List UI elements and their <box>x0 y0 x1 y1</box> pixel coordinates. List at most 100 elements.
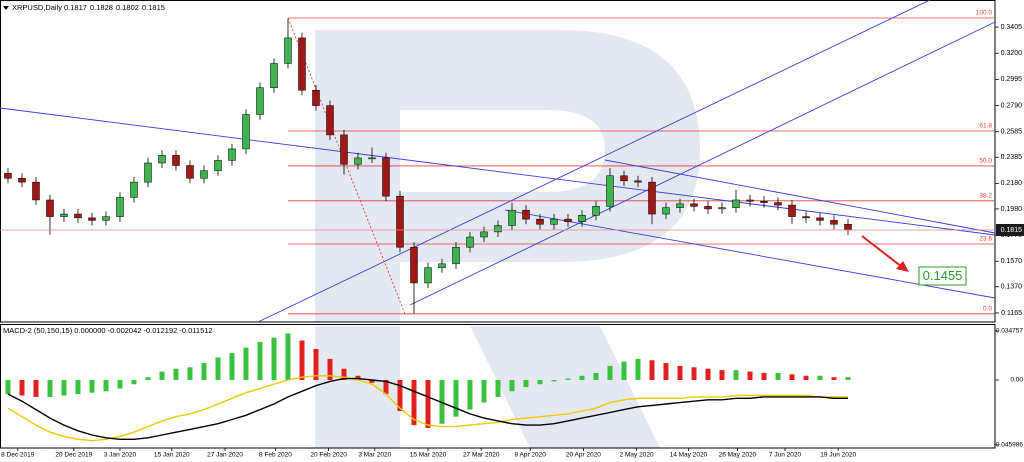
arrow-head <box>896 261 909 272</box>
candle-body <box>424 267 432 284</box>
candle-body <box>844 223 852 231</box>
macd-bar <box>733 370 739 381</box>
candle-body <box>172 155 180 166</box>
macd-bar <box>257 341 263 381</box>
candle-body <box>88 217 96 221</box>
fib-diagonal <box>287 17 406 315</box>
fib-label: 38.2 <box>979 193 992 200</box>
target-box <box>918 266 967 286</box>
candle-body <box>200 170 208 179</box>
candle-body <box>718 207 726 210</box>
macd-bar <box>467 380 473 410</box>
x-tick-label: 27 Mar 2020 <box>463 452 500 459</box>
macd-bar <box>285 333 291 381</box>
macd-bar <box>761 372 767 381</box>
candle-body <box>606 175 614 207</box>
candle-body <box>74 213 82 219</box>
x-tick-label: 7 Jun 2020 <box>769 452 802 459</box>
macd-bar <box>327 358 333 381</box>
x-tick-label: 19 Jun 2020 <box>820 452 856 459</box>
forecast-arrow <box>861 235 903 268</box>
candle-body <box>438 263 446 268</box>
candle-body <box>550 218 558 225</box>
candle-body <box>564 218 572 222</box>
candle-body <box>508 209 516 226</box>
macd-line <box>7 375 848 442</box>
macd-bar <box>551 380 557 382</box>
macd-bar <box>173 368 179 381</box>
menu-triangle <box>3 6 9 10</box>
header-value: 0.1817 <box>64 3 87 12</box>
macd-bar <box>425 380 431 428</box>
y-tick-label: 0.2790 <box>1001 102 1023 109</box>
price-panel-frame <box>0 0 996 323</box>
fib-label: 0.0 <box>983 306 992 313</box>
candle-body <box>746 199 754 202</box>
candle-body <box>228 148 236 161</box>
y-tick-label: 0.1980 <box>1001 206 1023 213</box>
macd-bar <box>523 380 529 388</box>
candle-body <box>144 162 152 183</box>
x-tick-label: 26 May 2020 <box>719 452 757 459</box>
candle-body <box>186 165 194 179</box>
macd-bar <box>243 347 249 381</box>
macd-bar <box>579 375 585 381</box>
candle-body <box>410 246 418 284</box>
candle-body <box>284 37 292 64</box>
macd-bar <box>201 363 207 381</box>
candle-body <box>18 178 26 183</box>
macd-bar <box>355 375 361 381</box>
x-tick-label: 8 Feb 2020 <box>259 452 292 459</box>
header-value: 0.1802 <box>116 3 139 12</box>
candle-body <box>676 203 684 208</box>
candle-body <box>354 157 362 165</box>
macd-bar <box>145 377 151 381</box>
fib-label: 100.0 <box>976 10 993 17</box>
candle-body <box>116 197 124 217</box>
candle-body <box>46 199 54 217</box>
y-tick-label: 0.1570 <box>1001 258 1023 265</box>
macd-bar <box>187 367 193 381</box>
macd-panel-frame <box>0 324 996 449</box>
y-tick-label: 0.3405 <box>1001 24 1023 31</box>
candle-body <box>4 172 12 179</box>
y-tick-label: 0.1370 <box>1001 284 1023 291</box>
candle-body <box>480 231 488 238</box>
candle-body <box>130 181 138 198</box>
y-tick-label: 0.2585 <box>1001 129 1023 136</box>
x-tick-label: 2 May 2020 <box>620 452 654 459</box>
x-tick-label: 20 Feb 2020 <box>310 452 347 459</box>
candle-body <box>704 206 712 210</box>
fib-label: 50.0 <box>979 158 992 165</box>
macd-bar <box>89 380 95 393</box>
macd-bar <box>677 365 683 381</box>
candle-body <box>830 220 838 225</box>
macd-bar <box>215 357 221 381</box>
macd-bar <box>747 371 753 381</box>
candle-body <box>774 202 782 206</box>
trend-line <box>604 159 996 234</box>
candle-body <box>816 217 824 221</box>
fib-label: 23.6 <box>979 236 992 243</box>
x-tick-label: 3 Jan 2020 <box>104 452 137 459</box>
candle-body <box>452 246 460 265</box>
macd-line <box>7 377 848 440</box>
candle-body <box>382 157 390 197</box>
macd-bar <box>481 380 487 403</box>
x-tick-label: 20 Apr 2020 <box>566 452 601 459</box>
y-tick-label: 0.2385 <box>1001 154 1023 161</box>
candle-body <box>242 114 250 150</box>
candle-body <box>634 180 642 183</box>
macd-bar <box>537 380 543 385</box>
y-tick-label: 0.2180 <box>1001 180 1023 187</box>
y-tick-label: 0.2995 <box>1001 76 1023 83</box>
candle-body <box>732 199 740 208</box>
candle-body <box>592 206 600 216</box>
candle-body <box>214 160 222 171</box>
target-label: 0.1455 <box>923 268 963 283</box>
x-tick-label: 20 Dec 2019 <box>55 452 92 459</box>
x-tick-label: 14 May 2020 <box>670 452 708 459</box>
macd-bar <box>47 380 53 397</box>
macd-bar <box>621 361 627 381</box>
fib-label: 61.8 <box>979 123 992 130</box>
